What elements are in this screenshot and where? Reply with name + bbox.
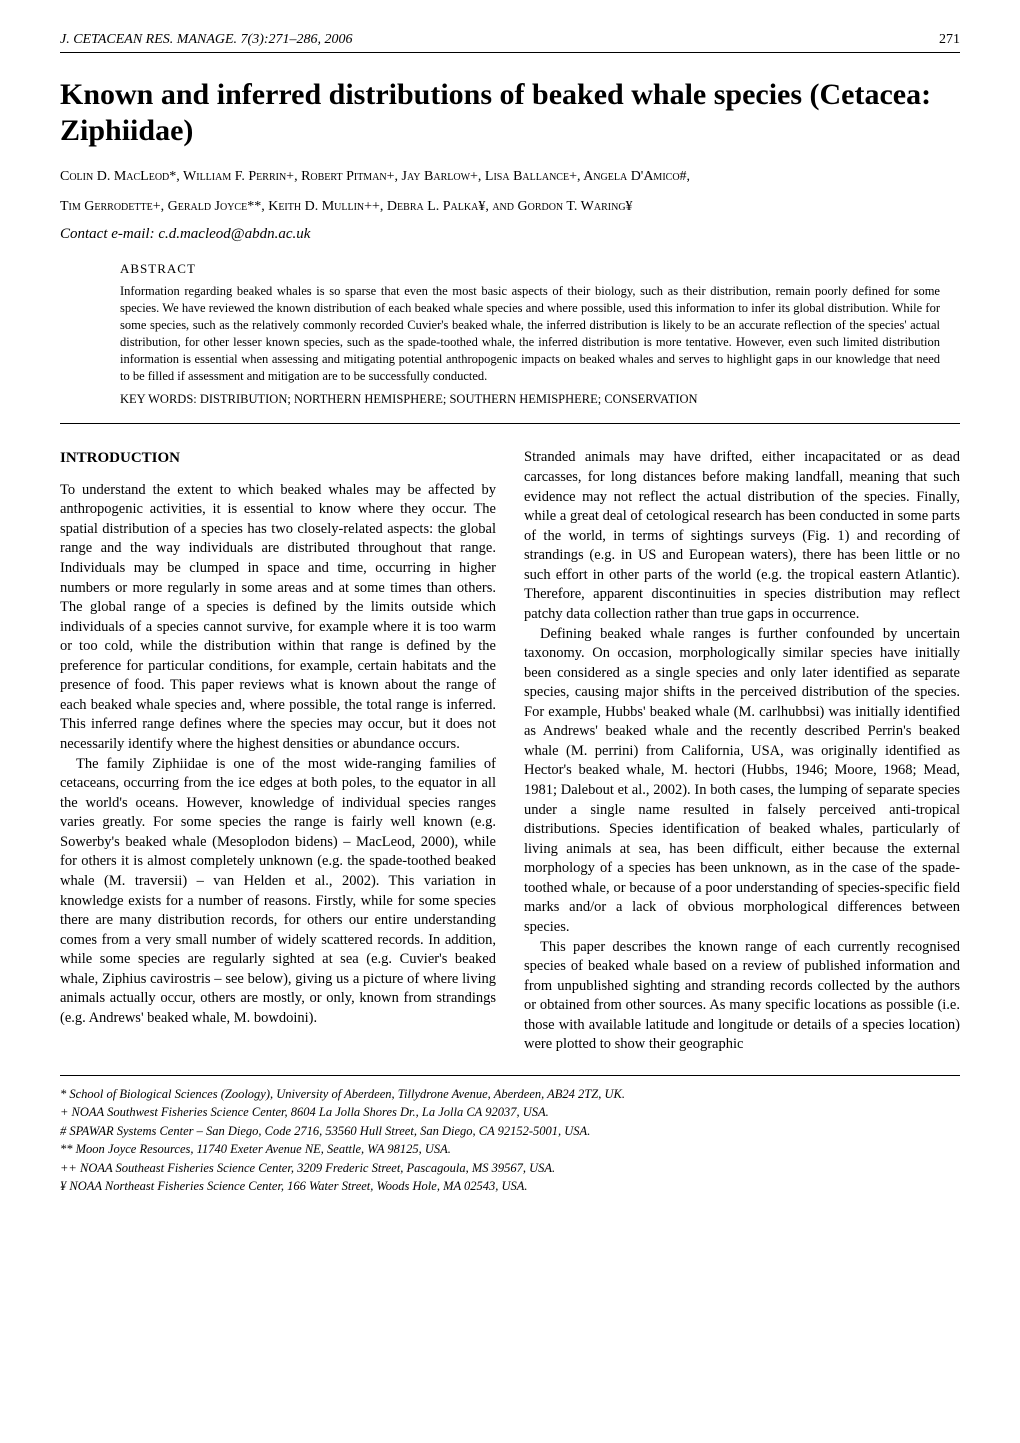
- journal-citation: J. CETACEAN RES. MANAGE. 7(3):271–286, 2…: [60, 32, 353, 48]
- authors-line-1: Colin D. MacLeod*, William F. Perrin+, R…: [60, 167, 960, 187]
- abstract-block: ABSTRACT Information regarding beaked wh…: [120, 261, 940, 407]
- abstract-text: Information regarding beaked whales is s…: [120, 283, 940, 384]
- footnote: ++ NOAA Southeast Fisheries Science Cent…: [60, 1160, 960, 1178]
- footnote: + NOAA Southwest Fisheries Science Cente…: [60, 1104, 960, 1122]
- footnote: ** Moon Joyce Resources, 11740 Exeter Av…: [60, 1141, 960, 1159]
- footnote: # SPAWAR Systems Center – San Diego, Cod…: [60, 1123, 960, 1141]
- left-column: INTRODUCTION To understand the extent to…: [60, 448, 496, 1054]
- body-paragraph: Defining beaked whale ranges is further …: [524, 625, 960, 938]
- right-column: Stranded animals may have drifted, eithe…: [524, 448, 960, 1054]
- body-paragraph: This paper describes the known range of …: [524, 938, 960, 1055]
- body-paragraph: The family Ziphiidae is one of the most …: [60, 755, 496, 1029]
- footnote: * School of Biological Sciences (Zoology…: [60, 1086, 960, 1104]
- footnote: ¥ NOAA Northeast Fisheries Science Cente…: [60, 1178, 960, 1196]
- authors-line-2: Tim Gerrodette+, Gerald Joyce**, Keith D…: [60, 197, 960, 217]
- horizontal-rule: [60, 423, 960, 424]
- running-header: J. CETACEAN RES. MANAGE. 7(3):271–286, 2…: [60, 32, 960, 53]
- abstract-heading: ABSTRACT: [120, 261, 940, 277]
- article-title: Known and inferred distributions of beak…: [60, 77, 960, 149]
- page-number: 271: [939, 32, 960, 48]
- body-paragraph: To understand the extent to which beaked…: [60, 481, 496, 755]
- body-columns: INTRODUCTION To understand the extent to…: [60, 448, 960, 1054]
- contact-email: Contact e-mail: c.d.macleod@abdn.ac.uk: [60, 226, 960, 243]
- footnotes-block: * School of Biological Sciences (Zoology…: [60, 1075, 960, 1196]
- keywords: KEY WORDS: DISTRIBUTION; NORTHERN HEMISP…: [120, 392, 940, 407]
- section-heading-introduction: INTRODUCTION: [60, 448, 496, 468]
- body-paragraph: Stranded animals may have drifted, eithe…: [524, 448, 960, 624]
